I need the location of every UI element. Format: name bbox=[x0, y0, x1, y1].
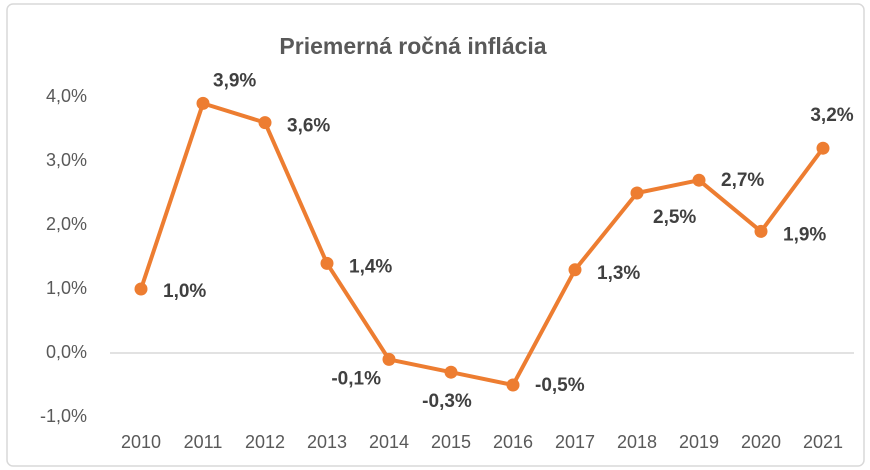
x-tick-label: 2015 bbox=[431, 432, 471, 452]
data-label: 2,5% bbox=[653, 207, 696, 228]
data-label: -0,1% bbox=[331, 368, 381, 389]
data-point bbox=[196, 96, 210, 110]
data-label: 2,7% bbox=[721, 170, 764, 191]
y-tick-label: 3,0% bbox=[46, 150, 87, 170]
x-tick-label: 2014 bbox=[369, 432, 409, 452]
data-label: 1,3% bbox=[597, 263, 640, 284]
y-tick-label: 4,0% bbox=[46, 86, 87, 106]
y-tick-label: 1,0% bbox=[46, 278, 87, 298]
x-tick-label: 2010 bbox=[121, 432, 161, 452]
x-tick-label: 2013 bbox=[307, 432, 347, 452]
data-point bbox=[382, 352, 396, 366]
data-label: 3,6% bbox=[287, 116, 330, 137]
x-tick-label: 2020 bbox=[741, 432, 781, 452]
x-tick-label: 2017 bbox=[555, 432, 595, 452]
data-point bbox=[506, 378, 520, 392]
x-tick-label: 2011 bbox=[184, 432, 223, 452]
data-point bbox=[568, 263, 582, 277]
x-tick-label: 2018 bbox=[617, 432, 657, 452]
x-tick-label: 2016 bbox=[493, 432, 533, 452]
data-point bbox=[258, 116, 272, 130]
x-tick-label: 2021 bbox=[803, 432, 843, 452]
chart-title: Priemerná ročná inflácia bbox=[279, 33, 546, 59]
chart-border bbox=[6, 3, 865, 467]
y-tick-label: 2,0% bbox=[46, 214, 87, 234]
x-tick-label: 2019 bbox=[679, 432, 719, 452]
data-point bbox=[816, 141, 830, 155]
data-point bbox=[630, 186, 644, 200]
data-label: 1,0% bbox=[163, 281, 206, 302]
data-label: -0,5% bbox=[535, 375, 585, 396]
data-label: 1,9% bbox=[783, 224, 826, 245]
data-point bbox=[320, 256, 334, 270]
series-line bbox=[139, 101, 825, 387]
data-label: 3,2% bbox=[810, 105, 853, 126]
data-point bbox=[444, 365, 458, 379]
data-point bbox=[134, 282, 148, 296]
data-point bbox=[692, 173, 706, 187]
data-label: 1,4% bbox=[349, 256, 392, 277]
y-tick-label: -1,0% bbox=[40, 406, 87, 426]
data-label: -0,3% bbox=[422, 391, 472, 412]
data-label: 3,9% bbox=[213, 70, 256, 91]
x-tick-label: 2012 bbox=[245, 432, 285, 452]
y-tick-label: 0,0% bbox=[46, 342, 87, 362]
data-point bbox=[754, 224, 768, 238]
